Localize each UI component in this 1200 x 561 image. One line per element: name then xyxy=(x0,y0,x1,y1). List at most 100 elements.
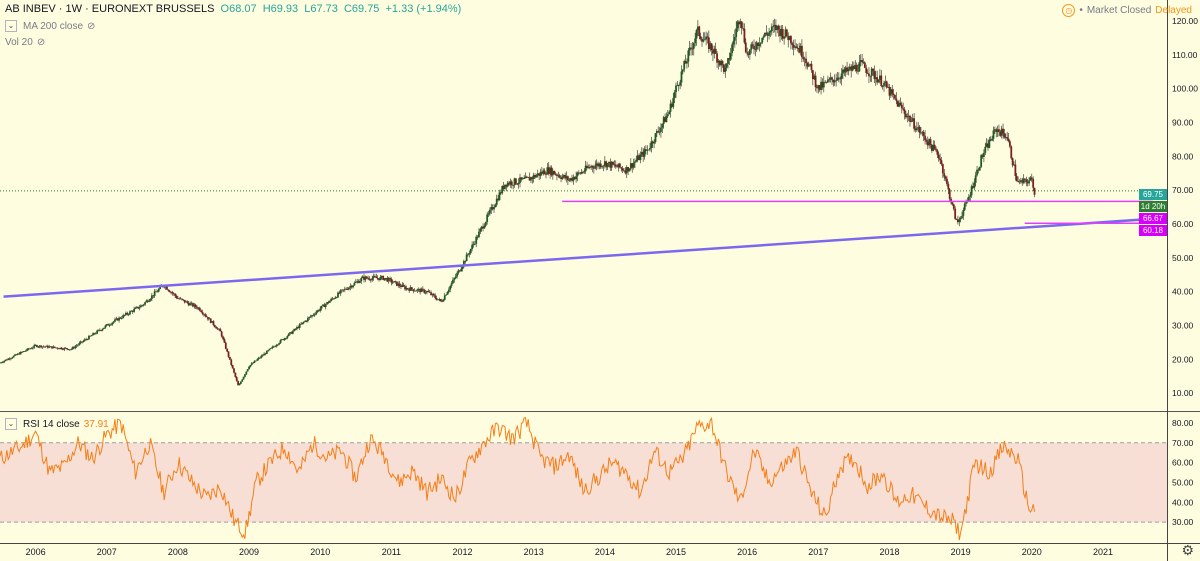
candle-body xyxy=(621,168,624,171)
candle-body xyxy=(794,46,796,48)
candle-body xyxy=(918,126,921,133)
candle-body xyxy=(961,215,963,219)
candle-body xyxy=(272,346,275,348)
candle-body xyxy=(348,287,350,290)
candle-body xyxy=(101,328,104,331)
candle-body xyxy=(406,288,409,290)
candle-body xyxy=(998,129,1000,132)
candle-body xyxy=(983,152,985,157)
candle-body xyxy=(772,26,775,28)
candle-body xyxy=(811,70,814,80)
candle-body xyxy=(290,332,293,334)
candle-body xyxy=(576,172,579,177)
candle-body xyxy=(345,288,348,290)
candle-body xyxy=(219,329,222,332)
eye-hidden-icon[interactable]: ⊘ xyxy=(36,37,46,48)
candle-body xyxy=(27,348,30,350)
candle-body xyxy=(378,278,380,280)
candle-body xyxy=(926,141,929,146)
candle-body xyxy=(738,21,740,25)
candle-body xyxy=(409,287,412,291)
candle-body xyxy=(725,64,728,68)
candle-body xyxy=(202,313,205,315)
candle-body xyxy=(877,79,880,83)
candle-body xyxy=(353,282,356,286)
rsi-label[interactable]: RSI 14 close xyxy=(23,418,80,430)
candle-body xyxy=(97,329,100,331)
candle-body xyxy=(601,166,604,168)
candle-body xyxy=(371,278,374,281)
candle-body xyxy=(3,360,6,363)
candle-body xyxy=(672,97,675,107)
candle-body xyxy=(623,170,625,172)
indicator-ma-label[interactable]: MA 200 close xyxy=(23,20,84,32)
chevron-down-icon[interactable]: ⌄ xyxy=(5,418,17,430)
candle-body xyxy=(441,301,443,302)
candle-body xyxy=(286,336,289,339)
price-tick-label: 30.00 xyxy=(1172,320,1194,330)
candle-body xyxy=(989,139,992,141)
candle-body xyxy=(551,170,554,176)
candle-body xyxy=(379,276,382,280)
candle-body xyxy=(270,347,272,349)
candle-body xyxy=(583,171,586,173)
candle-body xyxy=(1019,180,1022,182)
gear-icon[interactable]: ⚙ xyxy=(1181,542,1194,558)
symbol-title[interactable]: AB INBEV · 1W · EURONEXT BRUSSELS xyxy=(5,3,215,15)
candle-body xyxy=(762,36,765,38)
candle-body xyxy=(1026,181,1029,184)
candle-body xyxy=(331,298,334,300)
candle-body xyxy=(420,288,423,293)
candle-body xyxy=(66,348,68,350)
candle-body xyxy=(987,143,989,148)
candle-body xyxy=(88,335,90,340)
candle-body xyxy=(159,286,162,289)
candle-body xyxy=(666,114,669,117)
candle-body xyxy=(903,109,906,114)
candle-body xyxy=(224,342,227,349)
candle-body xyxy=(301,322,304,324)
rsi-legend: ⌄ RSI 14 close 37.91 xyxy=(5,418,109,430)
candle-body xyxy=(664,117,666,123)
candle-body xyxy=(457,270,460,274)
candle-body xyxy=(182,299,185,301)
candle-body xyxy=(790,36,792,44)
level-badge-66: 66.67 xyxy=(1139,213,1167,224)
candle-body xyxy=(857,70,859,72)
candle-body xyxy=(943,173,946,177)
candle-body xyxy=(46,345,49,348)
indicator-vol-label[interactable]: Vol 20 xyxy=(5,37,33,48)
candle-body xyxy=(913,118,916,129)
candle-body xyxy=(825,81,828,83)
chevron-down-icon[interactable]: ⌄ xyxy=(5,20,17,32)
candle-body xyxy=(118,317,120,321)
candle-body xyxy=(868,73,870,77)
candle-body xyxy=(828,79,831,81)
candle-body xyxy=(415,290,417,292)
candle-body xyxy=(267,350,270,351)
candle-body xyxy=(675,85,677,93)
candle-body xyxy=(174,293,177,296)
candle-body xyxy=(332,298,335,300)
candle-body xyxy=(417,289,420,290)
candle-body xyxy=(467,254,469,256)
candle-body xyxy=(327,302,330,303)
candle-body xyxy=(452,279,454,284)
candle-body xyxy=(260,355,263,358)
candle-body xyxy=(905,113,907,118)
candle-body xyxy=(787,36,790,41)
candle-body xyxy=(1030,177,1033,179)
candle-body xyxy=(253,360,256,363)
candle-body xyxy=(735,28,738,37)
candle-body xyxy=(1022,178,1025,183)
candle-body xyxy=(8,358,11,360)
candle-body xyxy=(524,176,527,179)
candle-body xyxy=(753,45,755,50)
candle-body xyxy=(636,155,639,161)
eye-hidden-icon[interactable]: ⊘ xyxy=(87,20,96,32)
candle-body xyxy=(163,286,166,288)
candle-body xyxy=(363,276,365,280)
candle-body xyxy=(228,356,231,360)
candle-body xyxy=(157,288,160,292)
